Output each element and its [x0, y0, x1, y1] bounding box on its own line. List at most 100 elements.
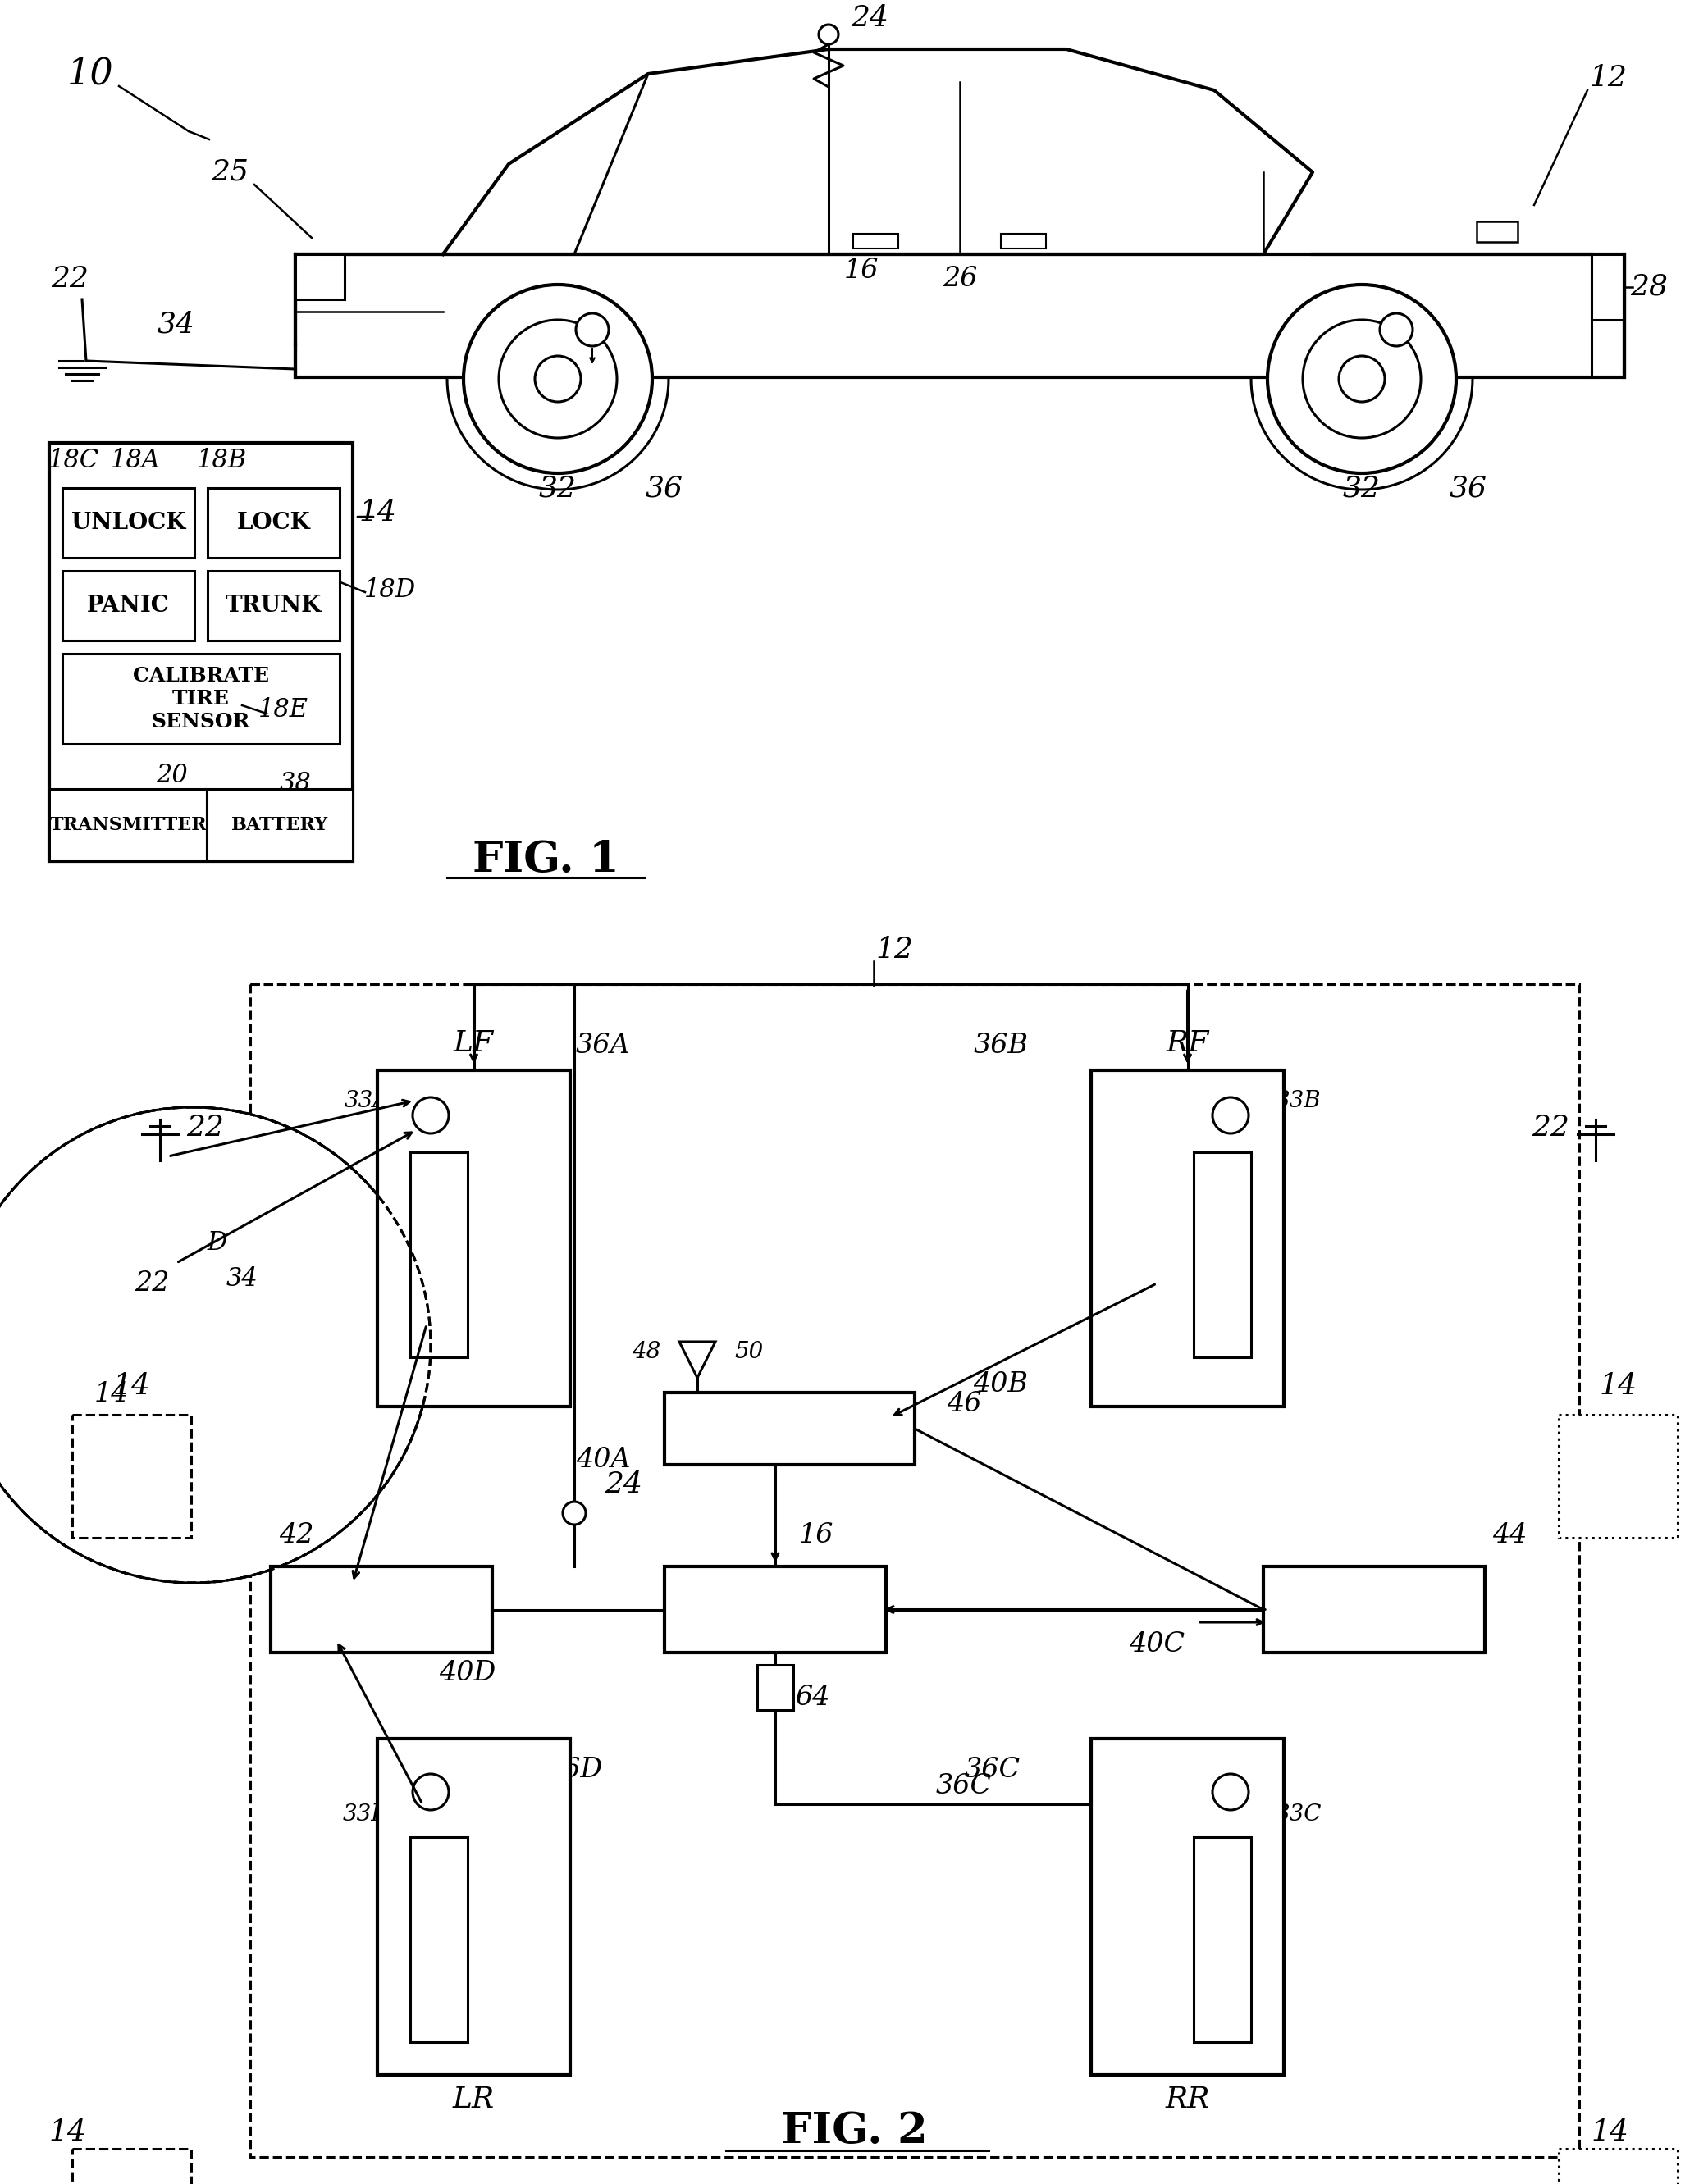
Circle shape — [1213, 1096, 1249, 1133]
Bar — [207, 788, 354, 860]
Circle shape — [535, 356, 581, 402]
Bar — [664, 1393, 915, 1465]
Text: LF: LF — [454, 1029, 494, 1057]
Text: LOCK: LOCK — [237, 511, 311, 533]
Text: 32: 32 — [540, 474, 577, 502]
Bar — [1194, 1837, 1250, 2042]
Text: 14: 14 — [48, 2118, 85, 2147]
Circle shape — [562, 1503, 586, 1524]
Text: 36C: 36C — [936, 1773, 992, 1800]
Text: 25: 25 — [210, 157, 249, 186]
Text: PANIC: PANIC — [87, 594, 169, 616]
Bar — [377, 1738, 570, 2075]
Circle shape — [0, 1109, 429, 1581]
Text: 22: 22 — [135, 1271, 169, 1297]
Circle shape — [1339, 356, 1385, 402]
Text: FIG. 2: FIG. 2 — [781, 2110, 927, 2151]
Text: FIG. 1: FIG. 1 — [471, 839, 618, 880]
Text: 10: 10 — [67, 57, 113, 92]
Bar — [757, 1664, 793, 1710]
Text: 22: 22 — [1532, 1114, 1570, 1142]
Text: 18E: 18E — [258, 697, 307, 723]
Text: 33D: 33D — [343, 1804, 389, 1826]
Text: RR: RR — [1165, 2086, 1209, 2114]
Text: 24: 24 — [605, 1470, 642, 1498]
Bar — [208, 570, 340, 640]
Bar — [72, 1415, 191, 1538]
Text: UNLOCK: UNLOCK — [72, 511, 186, 533]
Text: MEMORY: MEMORY — [1313, 1599, 1435, 1621]
Text: 28: 28 — [1629, 273, 1667, 301]
Text: 36B: 36B — [974, 1033, 1028, 1059]
Text: CONTROLLER: CONTROLLER — [693, 1599, 857, 1618]
Bar — [1559, 2149, 1677, 2184]
Bar — [1592, 253, 1624, 319]
Text: LR: LR — [453, 2086, 495, 2114]
Text: RECEIVER: RECEIVER — [314, 1599, 449, 1621]
Bar — [249, 985, 1580, 2158]
Text: 40C: 40C — [1129, 1631, 1185, 1658]
Bar — [1091, 1070, 1284, 1406]
Text: 40B: 40B — [974, 1372, 1028, 1398]
Bar — [208, 487, 340, 557]
Text: 12: 12 — [874, 935, 914, 963]
Text: 12: 12 — [1588, 63, 1626, 92]
Bar — [410, 1153, 468, 1356]
Text: TRUNK: TRUNK — [225, 594, 321, 616]
Text: 33C: 33C — [1276, 1804, 1322, 1826]
Text: 14: 14 — [359, 498, 396, 526]
Circle shape — [1267, 284, 1457, 474]
Text: 36C: 36C — [965, 1756, 1021, 1782]
Bar — [295, 253, 345, 299]
Circle shape — [1213, 1773, 1249, 1811]
Text: 32: 32 — [1342, 474, 1380, 502]
Text: 64: 64 — [794, 1684, 830, 1710]
Bar — [854, 234, 898, 249]
Text: 33A: 33A — [345, 1090, 389, 1112]
Text: 16: 16 — [844, 258, 880, 284]
Circle shape — [818, 24, 839, 44]
Text: 32C: 32C — [1196, 2044, 1242, 2066]
Text: 50: 50 — [734, 1341, 763, 1363]
Circle shape — [413, 1773, 449, 1811]
Text: 26: 26 — [943, 266, 977, 293]
Text: 14: 14 — [1599, 1372, 1636, 1400]
Circle shape — [0, 1107, 430, 1583]
Text: 14: 14 — [113, 1372, 150, 1400]
Bar — [1091, 1738, 1284, 2075]
Text: 36: 36 — [1450, 474, 1488, 502]
Bar — [72, 2149, 191, 2184]
Text: 32D: 32D — [432, 2044, 478, 2066]
Bar — [63, 487, 195, 557]
Circle shape — [499, 319, 617, 439]
Text: 18D: 18D — [364, 579, 415, 603]
Bar — [1264, 1566, 1484, 1653]
Text: 24: 24 — [851, 4, 888, 33]
Circle shape — [413, 1096, 449, 1133]
Bar — [377, 1070, 570, 1406]
Text: 22: 22 — [51, 264, 89, 293]
Text: 34: 34 — [225, 1267, 258, 1293]
Bar — [1194, 1153, 1250, 1356]
Text: 40A: 40A — [576, 1446, 630, 1472]
Text: 16: 16 — [799, 1522, 834, 1548]
Text: 32A: 32A — [432, 1372, 478, 1393]
Bar — [50, 788, 207, 860]
Bar — [63, 570, 195, 640]
Text: 44: 44 — [1493, 1522, 1527, 1548]
Bar — [295, 253, 1624, 378]
Text: RF: RF — [1167, 1029, 1209, 1057]
Bar — [272, 1566, 492, 1653]
Text: 40D: 40D — [439, 1660, 495, 1686]
Text: 48: 48 — [632, 1341, 661, 1363]
Text: CALIBRATE
TIRE
SENSOR: CALIBRATE TIRE SENSOR — [133, 666, 270, 732]
Text: 18C: 18C — [48, 448, 99, 474]
Bar — [50, 443, 354, 860]
Circle shape — [463, 284, 652, 474]
Bar — [410, 1837, 468, 2042]
Circle shape — [576, 312, 608, 345]
Text: INDICATOR: INDICATOR — [714, 1417, 866, 1439]
Bar — [63, 653, 340, 745]
Text: 14: 14 — [94, 1380, 130, 1406]
Text: 18B: 18B — [196, 448, 246, 474]
